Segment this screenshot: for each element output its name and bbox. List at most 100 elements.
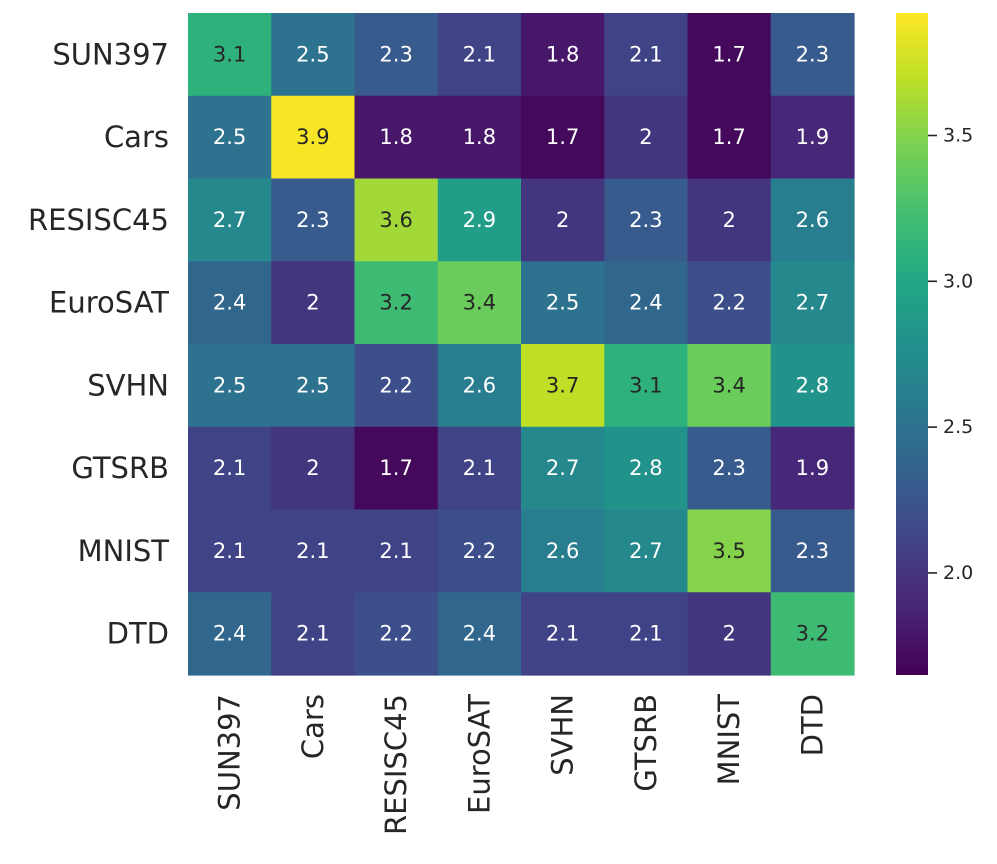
cell-value-label: 2.6 — [546, 539, 579, 563]
cell-value-label: 1.9 — [796, 456, 829, 480]
heatmap-cell — [354, 178, 439, 262]
cell-value-label: 3.1 — [629, 373, 662, 397]
heatmap-cell — [770, 509, 855, 593]
heatmap-cell — [521, 13, 605, 97]
cell-value-label: 2.5 — [296, 42, 329, 66]
cell-value-label: 2.3 — [712, 456, 745, 480]
heatmap-cell — [271, 13, 356, 97]
cell-value-label: 1.9 — [796, 125, 829, 149]
heatmap-cell — [687, 592, 772, 676]
cell-value-label: 2.5 — [546, 291, 579, 315]
heatmap-cell — [437, 95, 522, 180]
cell-value-label: 2.4 — [213, 622, 246, 646]
cell-value-label: 2.8 — [796, 373, 829, 397]
heatmap-cell — [604, 13, 689, 97]
column-label: GTSRB — [629, 694, 663, 792]
cell-value-label: 2.3 — [379, 42, 412, 66]
colorbar-tick-label: 2.0 — [943, 562, 973, 584]
heatmap-cell — [521, 261, 605, 345]
column-labels: SUN397 Cars RESISC45 EuroSAT SVHN GTSRB MNIST D… — [213, 694, 830, 835]
row-label: EuroSAT — [49, 286, 169, 320]
heatmap-cell — [687, 95, 772, 180]
heatmap-cell — [188, 95, 272, 180]
cell-value-label: 1.7 — [712, 125, 745, 149]
cell-value-label: 2.7 — [546, 456, 579, 480]
colorbar: 2.0 2.5 3.0 3.5 — [896, 13, 973, 675]
cell-value-label: 2.4 — [629, 291, 662, 315]
heatmap-cell — [521, 95, 605, 180]
cell-value-label: 1.8 — [379, 125, 412, 149]
heatmap-cell — [188, 592, 272, 676]
column-label: SVHN — [546, 694, 580, 776]
column-label: RESISC45 — [379, 694, 413, 835]
cell-value-label: 2.1 — [463, 42, 496, 66]
heatmap-cell — [188, 13, 272, 97]
heatmap-cell — [604, 95, 689, 180]
column-label: DTD — [795, 694, 829, 756]
heatmap-cell — [437, 344, 522, 428]
row-label: MNIST — [78, 534, 170, 568]
column-label: EuroSAT — [462, 694, 496, 814]
cell-value-label: 1.7 — [712, 42, 745, 66]
cell-value-label: 2.7 — [213, 208, 246, 232]
cell-value-label: 1.8 — [463, 125, 496, 149]
cell-value-label: 2 — [722, 622, 735, 646]
heatmap-cell — [188, 509, 272, 593]
cell-value-label: 2.2 — [712, 291, 745, 315]
heatmap-cell — [437, 13, 522, 97]
heatmap-cell — [604, 426, 689, 511]
heatmap-cell — [437, 592, 522, 676]
cell-value-label: 2.3 — [296, 208, 329, 232]
cell-value-label: 2.1 — [213, 456, 246, 480]
cell-value-label: 2.2 — [379, 622, 412, 646]
heatmap-cell — [604, 344, 689, 428]
heatmap-cell — [271, 592, 356, 676]
heatmap-cell — [354, 261, 439, 345]
heatmap-cell — [687, 509, 772, 593]
heatmap-cell — [437, 509, 522, 593]
cell-value-label: 2 — [556, 208, 569, 232]
cell-value-label: 1.7 — [379, 456, 412, 480]
heatmap-cell — [770, 261, 855, 345]
cell-value-label: 2.1 — [546, 622, 579, 646]
cell-value-label: 2 — [722, 208, 735, 232]
cell-value-label: 2.4 — [463, 622, 496, 646]
heatmap-cell — [188, 344, 272, 428]
cell-value-label: 2.1 — [296, 622, 329, 646]
heatmap-cell — [188, 178, 272, 262]
cell-value-label: 3.7 — [546, 373, 579, 397]
cell-value-label: 3.2 — [796, 622, 829, 646]
cell-value-label: 2.2 — [379, 373, 412, 397]
heatmap-cell — [354, 344, 439, 428]
cell-value-label: 2.5 — [296, 373, 329, 397]
heatmap-cell — [271, 261, 356, 345]
cell-value-label: 2.1 — [213, 539, 246, 563]
cell-value-label: 2.2 — [463, 539, 496, 563]
column-label: Cars — [296, 694, 330, 759]
heatmap-cell — [354, 509, 439, 593]
heatmap-cell — [271, 95, 356, 180]
heatmap-cell — [354, 13, 439, 97]
row-label: SVHN — [87, 368, 169, 402]
row-label: DTD — [107, 617, 169, 651]
heatmap-cell — [354, 426, 439, 511]
cell-value-label: 2.5 — [213, 373, 246, 397]
heatmap-cell — [437, 426, 522, 511]
cell-value-label: 3.5 — [712, 539, 745, 563]
cell-value-label: 2.9 — [463, 208, 496, 232]
row-labels: SUN397 Cars RESISC45 EuroSAT SVHN GTSRB MNIST D… — [28, 37, 169, 650]
cell-value-label: 2.6 — [796, 208, 829, 232]
heatmap-cell — [770, 592, 855, 676]
row-label: GTSRB — [71, 451, 169, 485]
cell-value-label: 2.1 — [629, 42, 662, 66]
cell-value-label: 2.5 — [213, 125, 246, 149]
heatmap-cell — [188, 261, 272, 345]
cell-value-label: 3.4 — [712, 373, 745, 397]
cell-value-label: 1.8 — [546, 42, 579, 66]
heatmap-cell — [687, 261, 772, 345]
heatmap-cell — [770, 95, 855, 180]
heatmap-cell — [770, 344, 855, 428]
heatmap-cell — [604, 178, 689, 262]
row-label: RESISC45 — [28, 203, 169, 237]
